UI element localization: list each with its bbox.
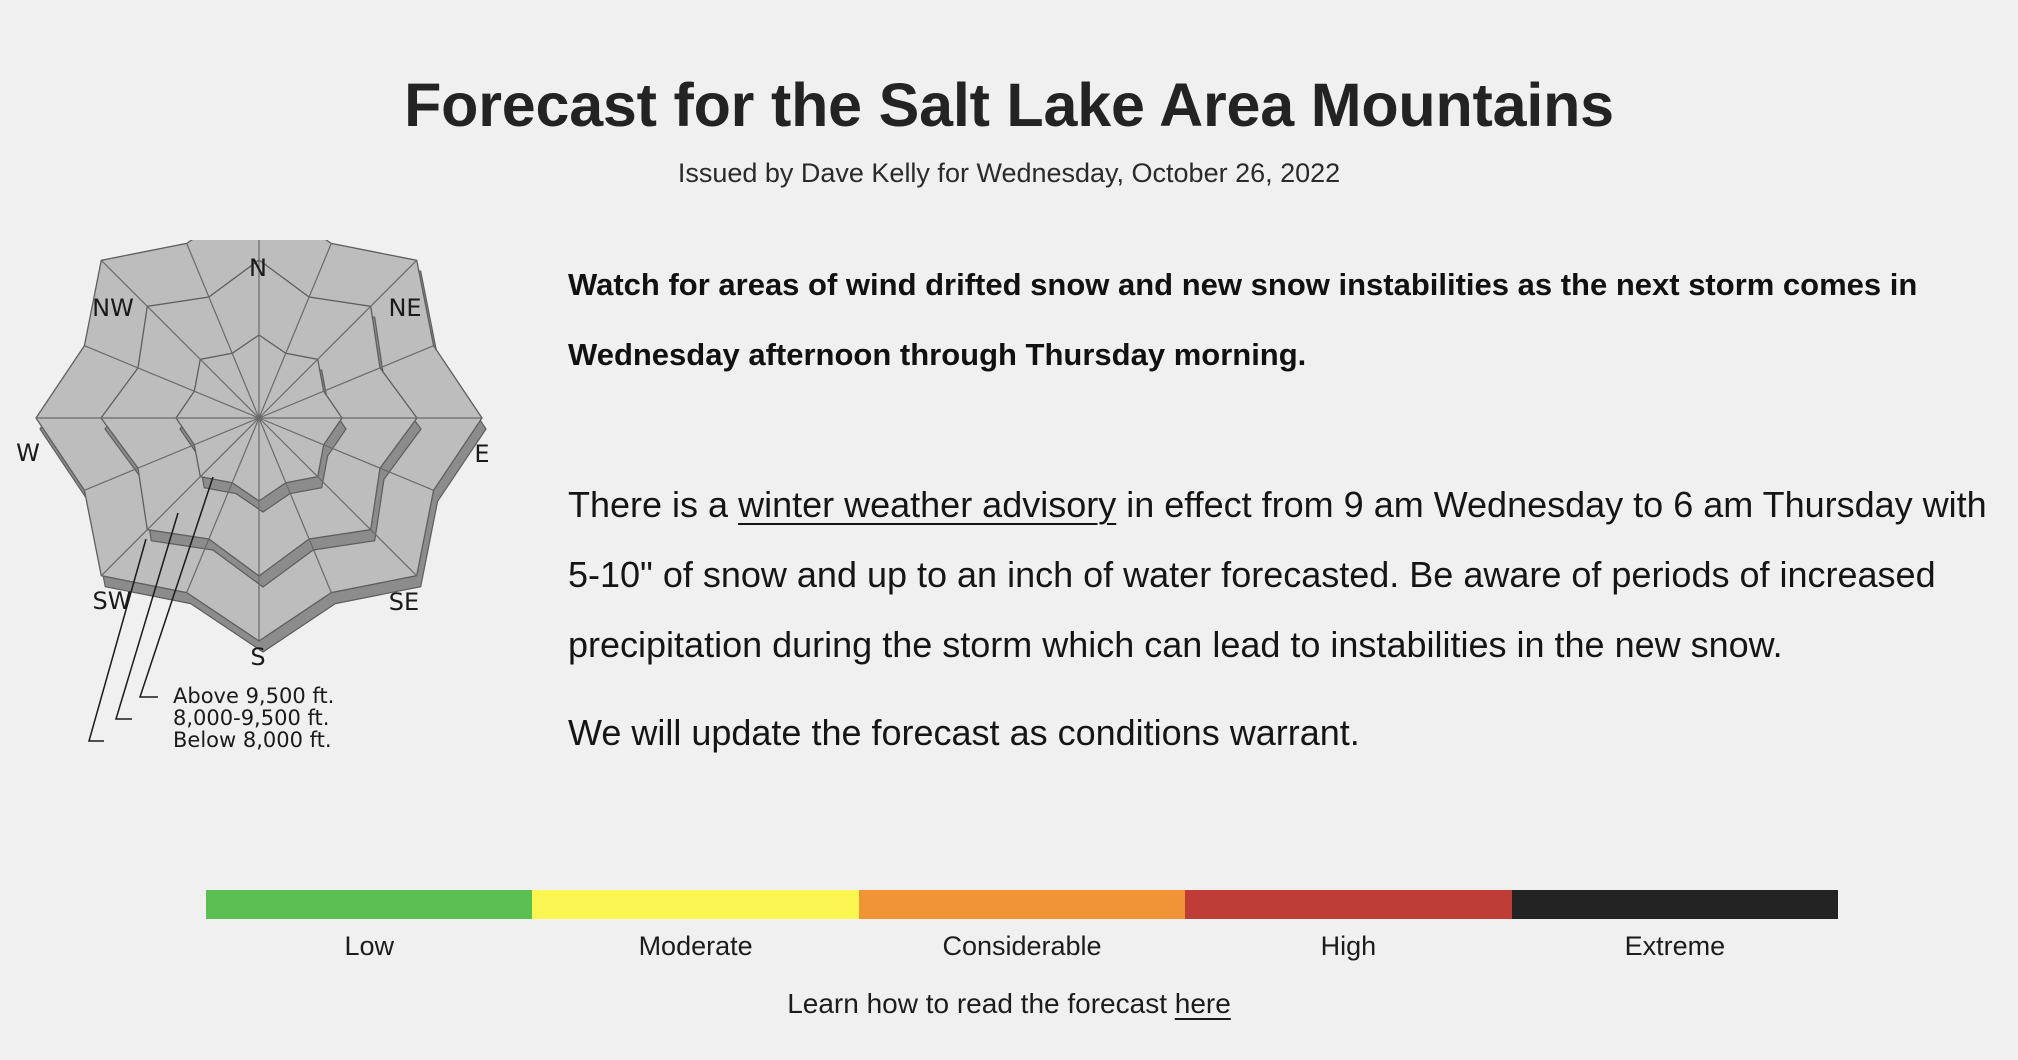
rose-spoke bbox=[258, 243, 332, 419]
forecast-content: Watch for areas of wind drifted snow and… bbox=[568, 250, 1988, 758]
learn-how-to-read: Learn how to read the forecast here bbox=[0, 988, 2018, 1020]
danger-rose-spokes bbox=[36, 240, 482, 641]
danger-level-low: Low bbox=[206, 890, 533, 962]
danger-scale: Low Moderate Considerable High Extreme bbox=[206, 890, 1839, 962]
danger-level-moderate: Moderate bbox=[532, 890, 859, 962]
danger-bar-low bbox=[206, 890, 533, 919]
rose-label-se: SE bbox=[389, 588, 419, 616]
rose-spoke bbox=[100, 259, 260, 419]
forecast-discussion: There is a winter weather advisory in ef… bbox=[568, 470, 1988, 680]
danger-level-extreme: Extreme bbox=[1511, 890, 1839, 962]
issued-byline: Issued by Dave Kelly for Wednesday, Octo… bbox=[677, 158, 1341, 188]
legend-leader-lines bbox=[88, 476, 214, 742]
rose-label-ne: NE bbox=[388, 294, 421, 322]
learn-text: Learn how to read the forecast bbox=[787, 988, 1175, 1019]
rose-spoke bbox=[258, 417, 332, 593]
winter-weather-advisory-link[interactable]: winter weather advisory bbox=[738, 484, 1117, 525]
legend-above-9500: Above 9,500 ft. bbox=[173, 684, 334, 708]
danger-bar-considerable bbox=[858, 890, 1186, 919]
legend-below-8000: Below 8,000 ft. bbox=[173, 728, 332, 752]
page-title: Forecast for the Salt Lake Area Mountain… bbox=[404, 71, 1614, 139]
danger-bar-high bbox=[1185, 890, 1512, 919]
danger-level-high: High bbox=[1185, 890, 1512, 962]
danger-label-moderate: Moderate bbox=[638, 931, 753, 961]
rose-label-n: N bbox=[249, 254, 267, 282]
danger-label-considerable: Considerable bbox=[942, 931, 1102, 961]
danger-level-considerable: Considerable bbox=[858, 890, 1186, 962]
rose-label-nw: NW bbox=[92, 294, 134, 322]
discussion-text-before: There is a bbox=[568, 484, 739, 525]
discussion-text-after: in effect from 9 am Wednesday to 6 am Th… bbox=[568, 484, 1987, 665]
danger-label-extreme: Extreme bbox=[1624, 931, 1726, 961]
rose-label-s: S bbox=[250, 643, 265, 671]
rose-label-sw: SW bbox=[93, 587, 132, 615]
bottom-line: Watch for areas of wind drifted snow and… bbox=[568, 267, 1918, 372]
rose-spoke bbox=[258, 417, 418, 577]
danger-bar-extreme bbox=[1511, 890, 1839, 919]
rose-label-e: E bbox=[474, 440, 489, 468]
update-notice: We will update the forecast as condition… bbox=[568, 712, 1360, 753]
rose-label-w: W bbox=[16, 439, 40, 467]
danger-rose: N NE E SE S SW W NW Above 9,500 ft. 8,00… bbox=[0, 240, 520, 770]
danger-rose-diagram: N NE E SE S SW W NW Above 9,500 ft. 8,00… bbox=[16, 240, 490, 752]
rose-spoke bbox=[186, 417, 260, 593]
rose-spoke bbox=[258, 259, 418, 419]
rose-spoke bbox=[258, 417, 434, 491]
danger-label-high: High bbox=[1320, 931, 1377, 961]
rose-spoke bbox=[84, 417, 260, 491]
rose-spoke bbox=[258, 345, 434, 419]
rose-spoke bbox=[84, 345, 260, 419]
danger-label-low: Low bbox=[344, 931, 394, 961]
rose-spoke bbox=[186, 243, 260, 419]
learn-here-link[interactable]: here bbox=[1174, 988, 1231, 1019]
rose-spoke bbox=[100, 417, 260, 577]
danger-bar-moderate bbox=[532, 890, 859, 919]
legend-8000-9500: 8,000-9,500 ft. bbox=[173, 706, 329, 730]
